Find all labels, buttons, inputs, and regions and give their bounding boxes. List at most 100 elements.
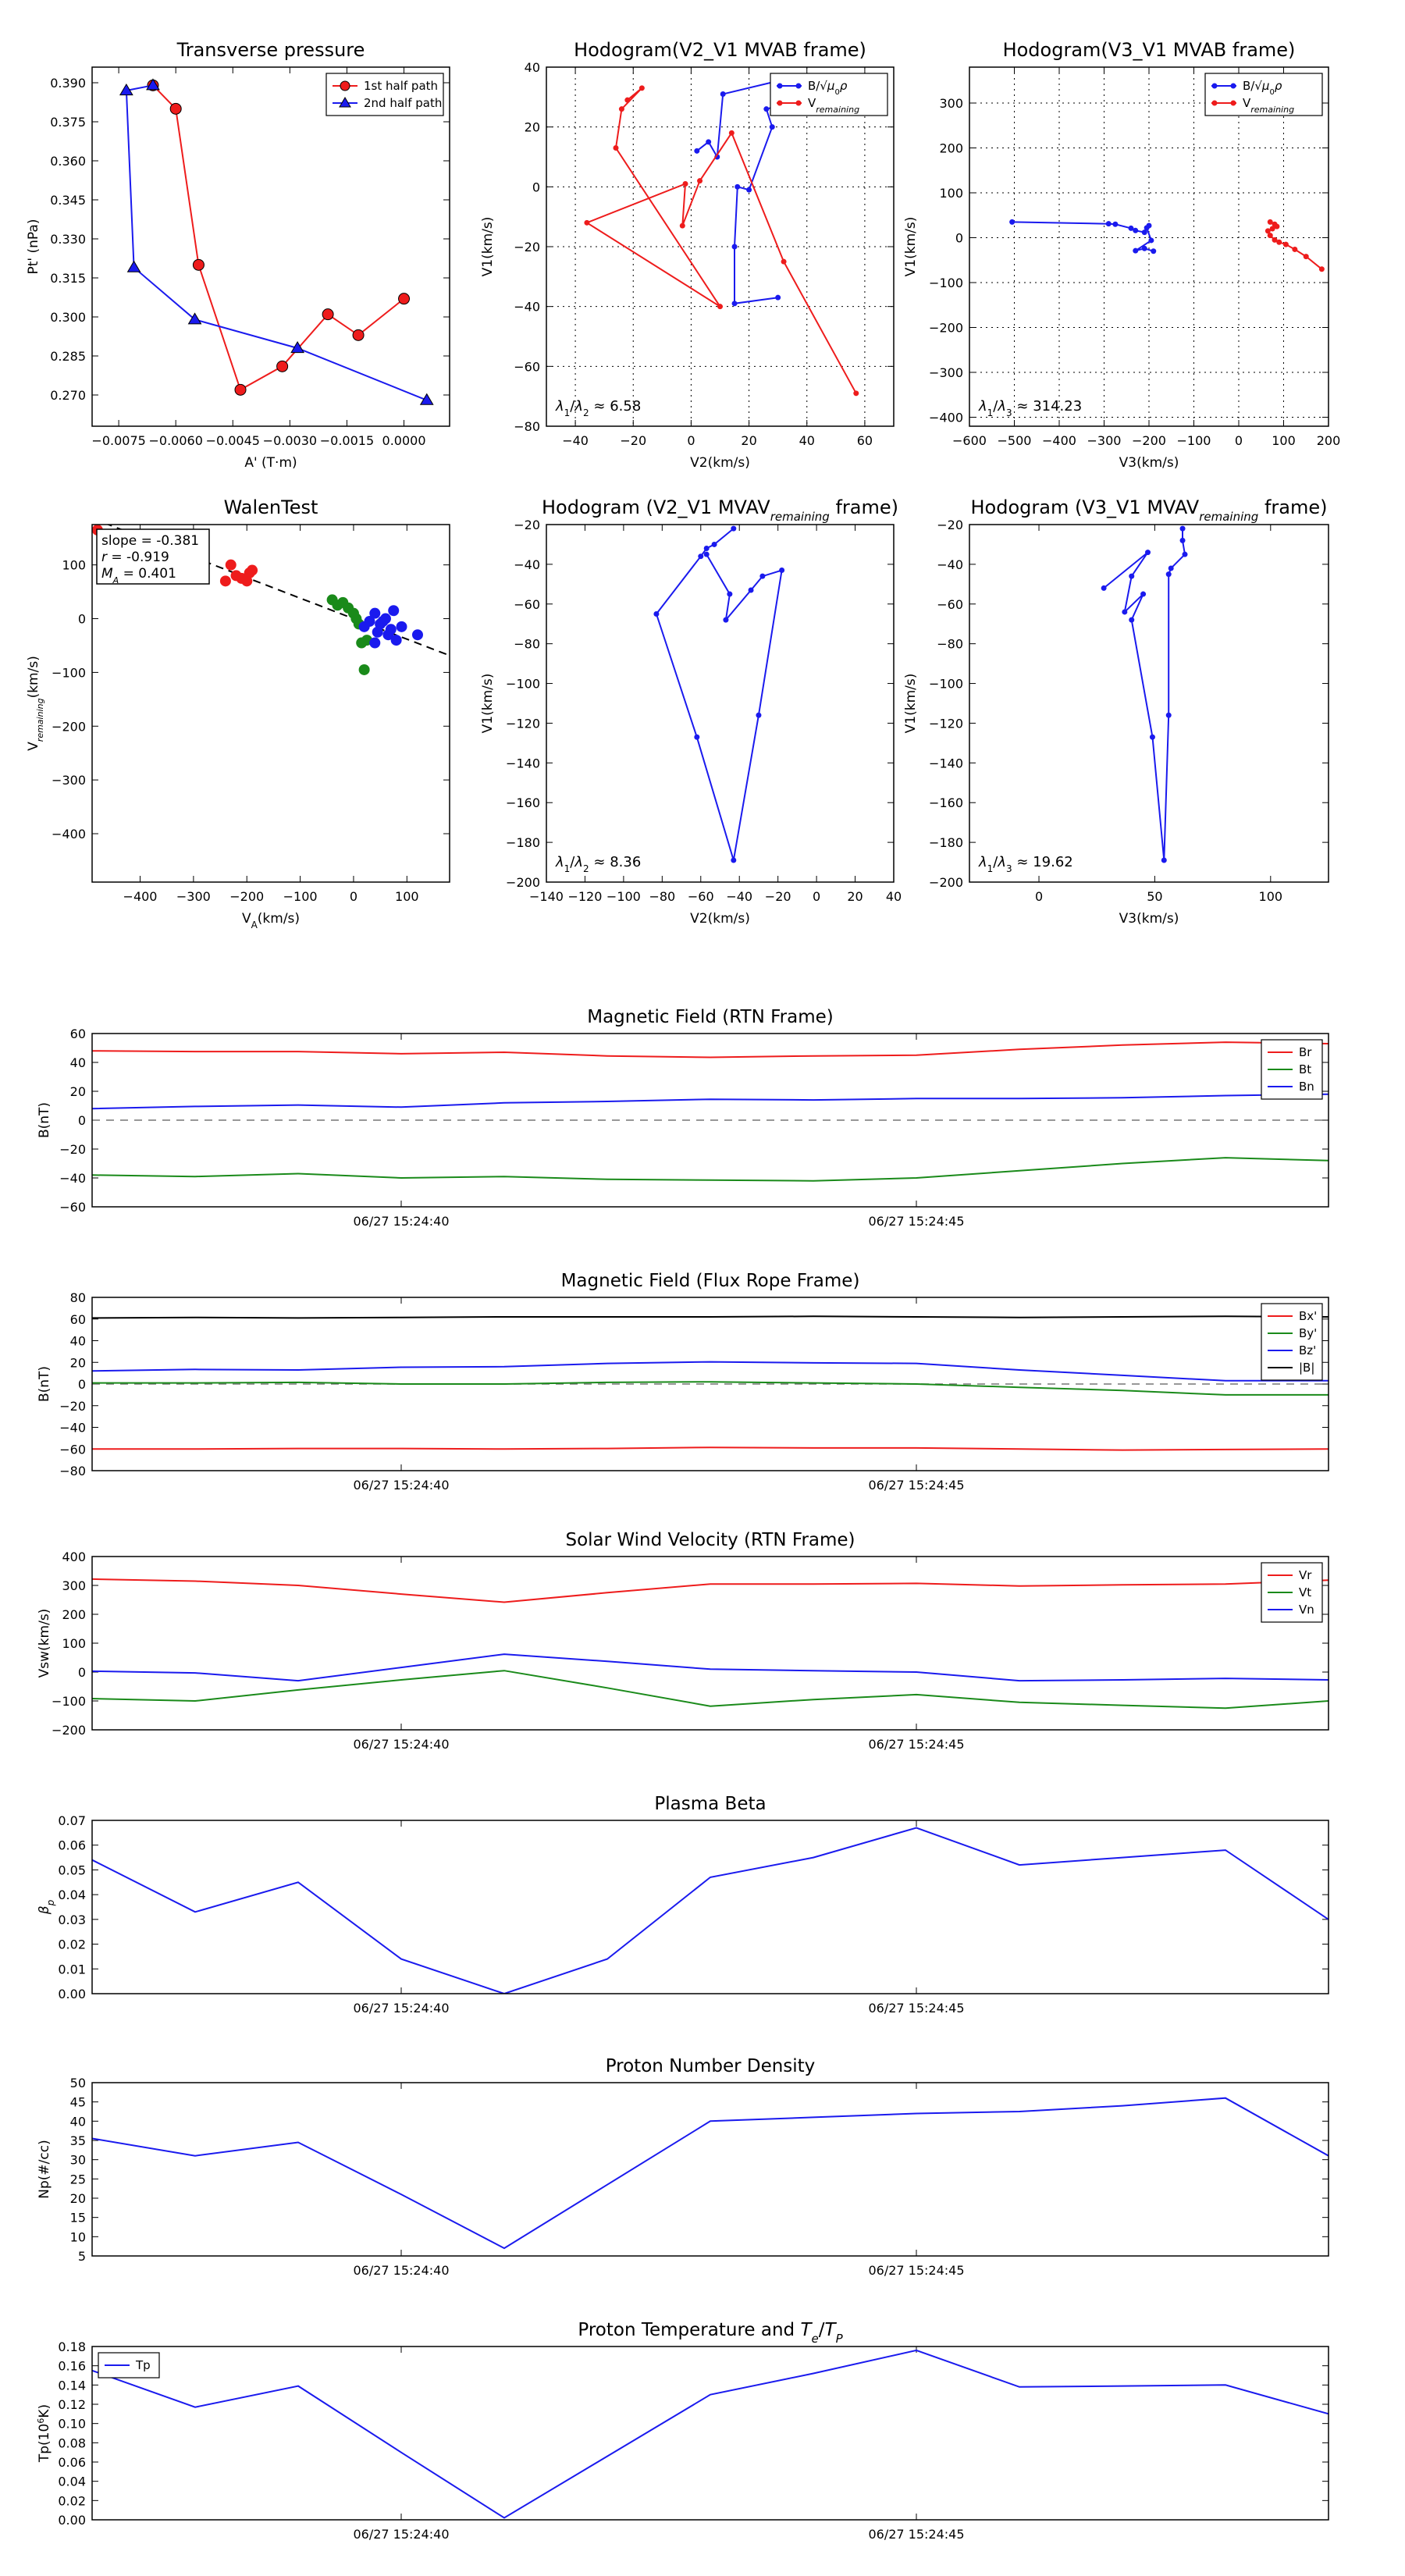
x-tick-label: 06/27 15:24:40: [353, 2001, 449, 2016]
data-point: [1269, 226, 1275, 232]
y-axis-label: Vsw(km/s): [37, 1609, 52, 1678]
data-point: [618, 106, 624, 112]
data-point: [1141, 229, 1147, 236]
legend-label: Vn: [1299, 1603, 1314, 1617]
y-tick-label: −20: [514, 518, 540, 532]
chart-hodogram-v3v1-mvab: Hodogram(V3_V1 MVAB frame) −400 −300 −200 −1…: [903, 39, 1340, 471]
y-axis-label: V1(km/s): [480, 217, 496, 277]
x-tick-label: 50: [1147, 889, 1162, 904]
legend-label: 1st half path: [364, 79, 438, 93]
y-tick-label: 50: [70, 2076, 86, 2090]
x-tick-label: 06/27 15:24:45: [868, 2001, 964, 2016]
x-tick-label: −40: [726, 889, 752, 904]
y-tick-label: −200: [929, 875, 963, 890]
y-tick-label: 400: [62, 1550, 86, 1564]
data-point: [1009, 219, 1016, 225]
chart-hodogram-v3v1-mvav: Hodogram (V3_V1 MVAVremaining frame) −200…: [903, 496, 1329, 927]
legend-box: [1204, 73, 1323, 116]
chart-title: Hodogram (V3_V1 MVAVremaining frame): [971, 496, 1328, 524]
x-tick-label: 06/27 15:24:45: [868, 1478, 964, 1493]
x-tick-label: −200: [229, 889, 264, 904]
x-tick-label: −500: [998, 433, 1032, 448]
y-axis-label: Vremaining(km/s): [26, 656, 45, 751]
y-tick-label: 20: [70, 1355, 86, 1370]
y-axis-label: B(nT): [37, 1366, 52, 1402]
x-tick-label: −20: [620, 433, 646, 448]
x-tick-label: 40: [799, 433, 815, 448]
series-line-Bn: [92, 1093, 1329, 1110]
data-point: [759, 573, 766, 579]
x-tick-label: 0: [1035, 889, 1043, 904]
x-tick-label: 100: [1259, 889, 1283, 904]
plot-frame: [91, 1297, 1329, 1471]
plot-area: [1009, 219, 1325, 272]
data-point: [853, 390, 859, 397]
y-axis-label: Pt' (nPa): [26, 219, 41, 275]
data-point: [290, 341, 304, 354]
x-axis-label: VA(km/s): [242, 911, 300, 930]
y-tick-label: 0.06: [58, 2455, 86, 2470]
x-tick-label: 0: [687, 433, 695, 448]
y-tick-label: −300: [52, 773, 86, 788]
x-tick-label: −80: [649, 889, 675, 904]
y-tick-label: −140: [506, 756, 540, 770]
data-point: [682, 181, 688, 187]
legend-box: [325, 73, 444, 116]
series-line-Tp: [92, 2349, 1329, 2519]
y-tick-label: −200: [929, 321, 963, 336]
plot-frame: [91, 1556, 1329, 1731]
chart-proton-number-density: Proton Number Density 5 10 15 20 25 30 35 40 45 50…: [37, 2056, 1329, 2278]
legend-label: B/√μ0ρ: [808, 79, 848, 97]
y-tick-label: 60: [70, 1312, 86, 1327]
x-tick-label: 200: [1317, 433, 1341, 448]
legend-marker: [340, 80, 350, 91]
y-tick-label: 0.02: [58, 1937, 86, 1952]
y-tick-label: −80: [59, 1464, 86, 1478]
stats-ma: MA = 0.401: [101, 566, 176, 585]
x-tick-label: 06/27 15:24:45: [868, 1737, 964, 1752]
legend: 1st half path 2nd half path: [325, 73, 444, 116]
x-tick-label: −100: [606, 889, 641, 904]
y-axis-label: V1(km/s): [903, 674, 919, 734]
chart-title: Hodogram(V2_V1 MVAB frame): [574, 39, 866, 61]
data-point: [369, 637, 381, 649]
legend-label: Bt: [1299, 1062, 1311, 1076]
legend-label: Vt: [1299, 1585, 1311, 1599]
x-axis-label: A' (T·m): [244, 455, 297, 471]
x-tick-label: 06/27 15:24:45: [868, 1214, 964, 1229]
y-tick-label: −400: [929, 411, 963, 425]
x-tick-label: −0.0060: [148, 433, 202, 448]
data-point: [187, 312, 202, 325]
x-tick-label: −0.0030: [263, 433, 317, 448]
y-tick-label: −40: [514, 557, 540, 572]
y-tick-label: −80: [937, 637, 963, 652]
y-tick-label: 0.00: [58, 2513, 86, 2528]
data-point: [1112, 221, 1119, 227]
y-tick-label: 0.14: [58, 2378, 86, 2393]
data-point: [731, 857, 737, 863]
data-point: [1272, 221, 1278, 227]
data-point: [697, 178, 703, 184]
y-tick-label: 60: [70, 1026, 86, 1041]
data-point: [1303, 254, 1309, 260]
plot-area: [92, 1827, 1329, 1994]
data-point: [1267, 233, 1273, 239]
data-point: [1267, 219, 1273, 225]
data-point: [1140, 591, 1147, 597]
plot-area: [584, 73, 859, 397]
data-point: [126, 260, 141, 272]
plot-area: [92, 525, 450, 675]
data-point: [1105, 221, 1112, 227]
y-tick-label: 45: [70, 2095, 86, 2110]
x-tick-label: 06/27 15:24:45: [868, 2263, 964, 2278]
series-line-Br: [92, 1041, 1329, 1059]
data-point: [779, 568, 785, 574]
x-tick-label: −20: [765, 889, 791, 904]
chart-title: Transverse pressure: [176, 39, 365, 61]
plot-frame: [91, 66, 450, 427]
x-tick-label: 06/27 15:24:40: [353, 2263, 449, 2278]
chart-proton-temperature: Proton Temperature and Te/TP 0.00 0.02 0.04…: [36, 2320, 1329, 2542]
y-tick-label: 20: [70, 2191, 86, 2206]
